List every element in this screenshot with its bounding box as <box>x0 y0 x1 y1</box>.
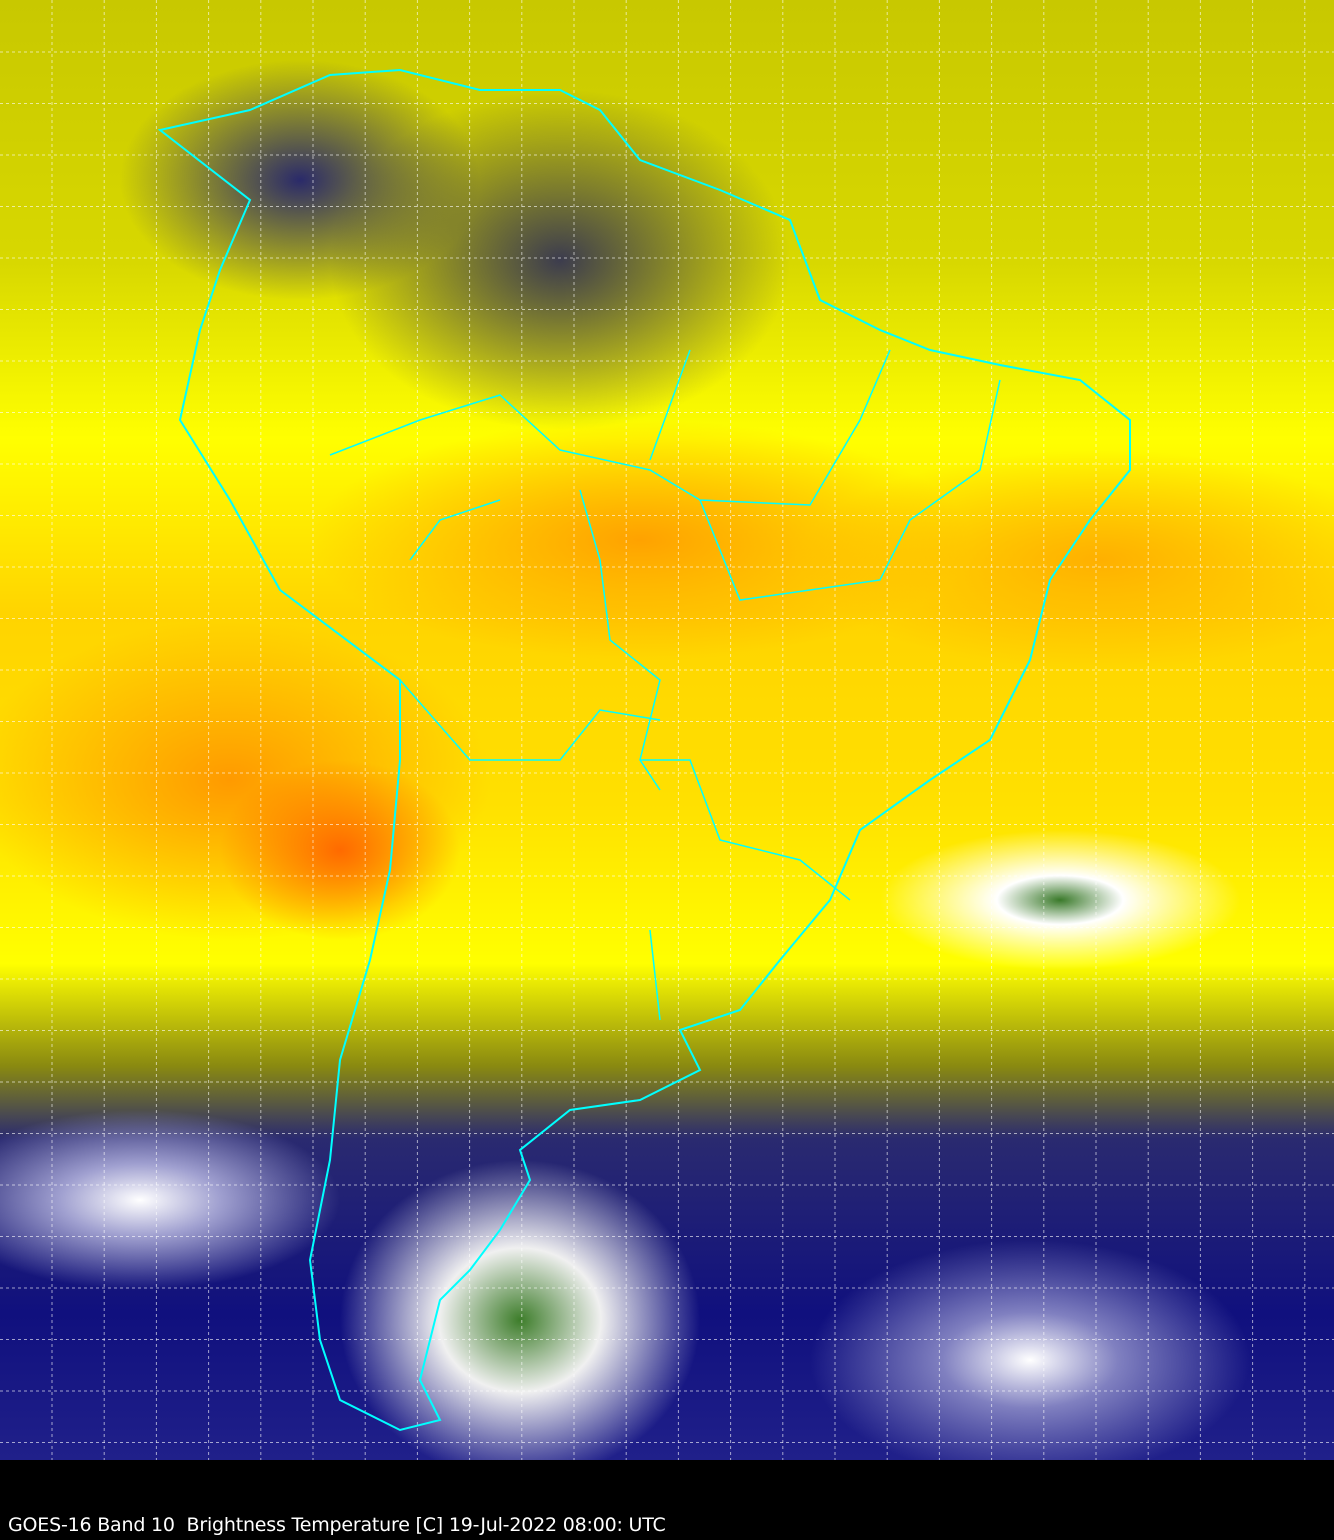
country-borders <box>157 68 1131 1432</box>
south-america-coastline <box>157 68 1131 1432</box>
image-caption: GOES-16 Band 10 Brightness Temperature [… <box>8 1514 666 1536</box>
internal-borders <box>329 349 1001 1021</box>
graticule-grid <box>0 0 1334 1460</box>
brightness-temperature-imagery <box>0 0 1334 1460</box>
